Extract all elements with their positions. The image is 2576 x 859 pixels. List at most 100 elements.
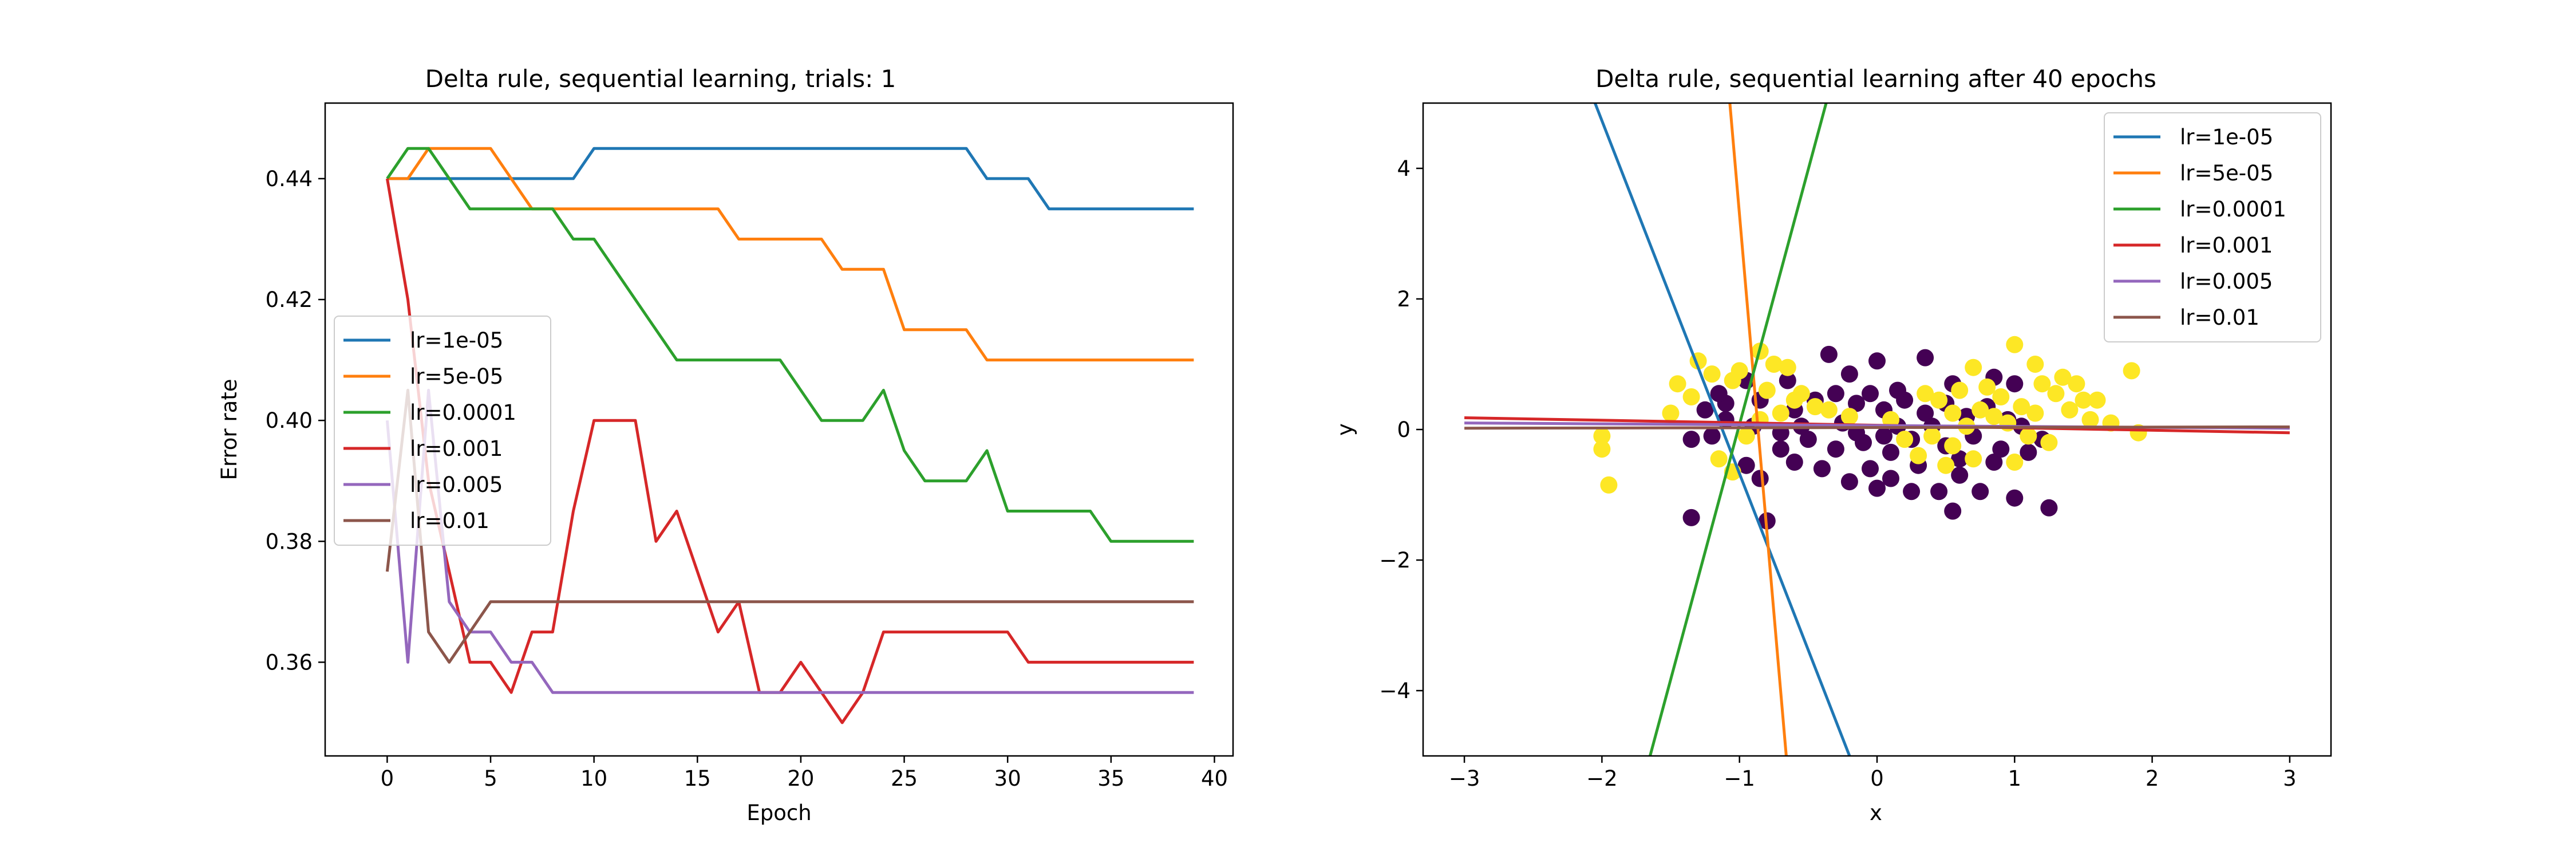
left-x-ticks: 0 5 10 15 20 25 30 35 40 (381, 756, 1228, 791)
class-1-point (1730, 362, 1748, 380)
class-1-point (1806, 398, 1824, 416)
class-0-point (1951, 450, 1969, 468)
class-0-point (1848, 395, 1865, 412)
class-1-point (1951, 381, 1969, 399)
series-line (387, 147, 1194, 362)
right-y-axis-label: y (1333, 423, 1357, 436)
class-1-point (1910, 447, 1927, 464)
class-1-point (1978, 378, 1996, 396)
class-0-point (1992, 440, 2010, 458)
class-1-point (1600, 476, 1618, 494)
left-y-ticks: 0.36 0.38 0.40 0.42 0.44 (266, 167, 325, 675)
x-tick-label: 1 (2008, 766, 2022, 791)
decision-boundary-chart: Delta rule, sequential learning after 40… (1333, 65, 2332, 825)
right-legend-box (2104, 112, 2321, 342)
class-1-point (2033, 375, 2051, 393)
class-0-point (1882, 443, 1899, 461)
x-tick-label: 3 (2283, 766, 2297, 791)
y-tick-label: 0.38 (266, 529, 313, 554)
class-1-point (1965, 358, 1982, 376)
legend-entry-label: lr=0.0001 (2180, 197, 2286, 222)
class-1-point (1944, 437, 1962, 455)
class-0-point (1971, 483, 1989, 501)
series-line (385, 388, 1194, 694)
class-0-point (2006, 375, 2024, 393)
class-1-point (1703, 365, 1721, 383)
class-0-point (1840, 473, 1858, 491)
boundary-line (1464, 425, 2290, 430)
class-0-point (1696, 401, 1714, 419)
class-1-point (1917, 385, 1934, 403)
class-0-point (1799, 431, 1817, 448)
class-1-point (1840, 408, 1858, 425)
class-1-point (2020, 427, 2037, 445)
x-tick-label: 25 (891, 766, 918, 791)
class-0-point (1840, 365, 1858, 383)
y-tick-label: 0 (1397, 417, 1411, 442)
class-1-point (1593, 427, 1611, 445)
right-y-ticks: −4 −2 0 2 4 (1379, 156, 1423, 703)
left-legend: lr=1e-05 lr=5e-05 lr=0.0001 lr=0.001 lr=0.00… (334, 316, 551, 546)
class-1-point (1682, 388, 1700, 405)
class-1-point (2006, 336, 2024, 353)
x-tick-label: 35 (1097, 766, 1124, 791)
class-0-point (1827, 440, 1844, 458)
y-tick-label: 4 (1397, 156, 1411, 181)
series-line (387, 147, 1194, 211)
class-0-point (1862, 385, 1879, 403)
class-1-point (2081, 411, 2099, 428)
class-1-point (1710, 450, 1728, 468)
class-0-point (1903, 483, 1921, 501)
legend-entry-label: lr=5e-05 (2180, 161, 2273, 186)
class-1-point (2040, 434, 2058, 451)
series-line (386, 147, 1194, 543)
class-0-point (1682, 509, 1700, 526)
x-tick-label: 40 (1201, 766, 1228, 791)
class-1-point (2068, 375, 2085, 393)
class-0-point (1882, 470, 1899, 487)
class-1-point (2013, 398, 2030, 416)
class-0-point (1985, 454, 2003, 471)
class-1-point (1923, 427, 1941, 445)
right-x-ticks: −3 −2 −1 0 1 2 3 (1449, 756, 2297, 791)
legend-entry-label: lr=0.0001 (410, 400, 516, 425)
y-tick-label: 0.42 (266, 287, 313, 312)
class-1-point (2026, 404, 2044, 422)
class-1-point (1662, 404, 1680, 422)
x-tick-label: −2 (1586, 766, 1618, 791)
class-1-point (1758, 381, 1776, 399)
class-1-point (2088, 391, 2106, 409)
legend-entry-label: lr=0.001 (410, 436, 503, 461)
class-1-point (2026, 356, 2044, 373)
legend-entry-label: lr=1e-05 (2180, 125, 2273, 149)
y-tick-label: −4 (1379, 679, 1411, 703)
x-tick-label: 2 (2146, 766, 2159, 791)
class-0-point (1710, 385, 1728, 403)
legend-entry-label: lr=0.01 (410, 509, 489, 533)
y-tick-label: 0.36 (266, 650, 313, 675)
class-0-point (1875, 427, 1893, 445)
class-0-point (1868, 479, 1886, 497)
class-1-point (1985, 408, 2003, 425)
class-0-point (1772, 440, 1789, 458)
class-0-point (1785, 454, 1803, 471)
class-1-point (1937, 456, 1955, 474)
legend-entry-label: lr=0.01 (2180, 305, 2259, 330)
class-0-point (1703, 427, 1721, 445)
boundary-line (1728, 103, 1788, 756)
y-tick-label: 0.44 (266, 167, 313, 191)
class-0-point (1868, 352, 1886, 370)
class-1-point (1737, 427, 1755, 445)
left-axes-frame (324, 102, 1234, 757)
x-tick-label: 15 (684, 766, 711, 791)
class-0-point (1751, 470, 1769, 487)
class-0-point (1682, 431, 1700, 448)
class-0-point (1862, 460, 1879, 478)
class-0-point (1820, 345, 1838, 363)
left-series-group (385, 147, 1194, 724)
x-tick-label: −1 (1724, 766, 1755, 791)
class-0-point (2006, 489, 2024, 507)
left-y-axis-label: Error rate (217, 379, 242, 480)
series-line (385, 388, 1194, 664)
